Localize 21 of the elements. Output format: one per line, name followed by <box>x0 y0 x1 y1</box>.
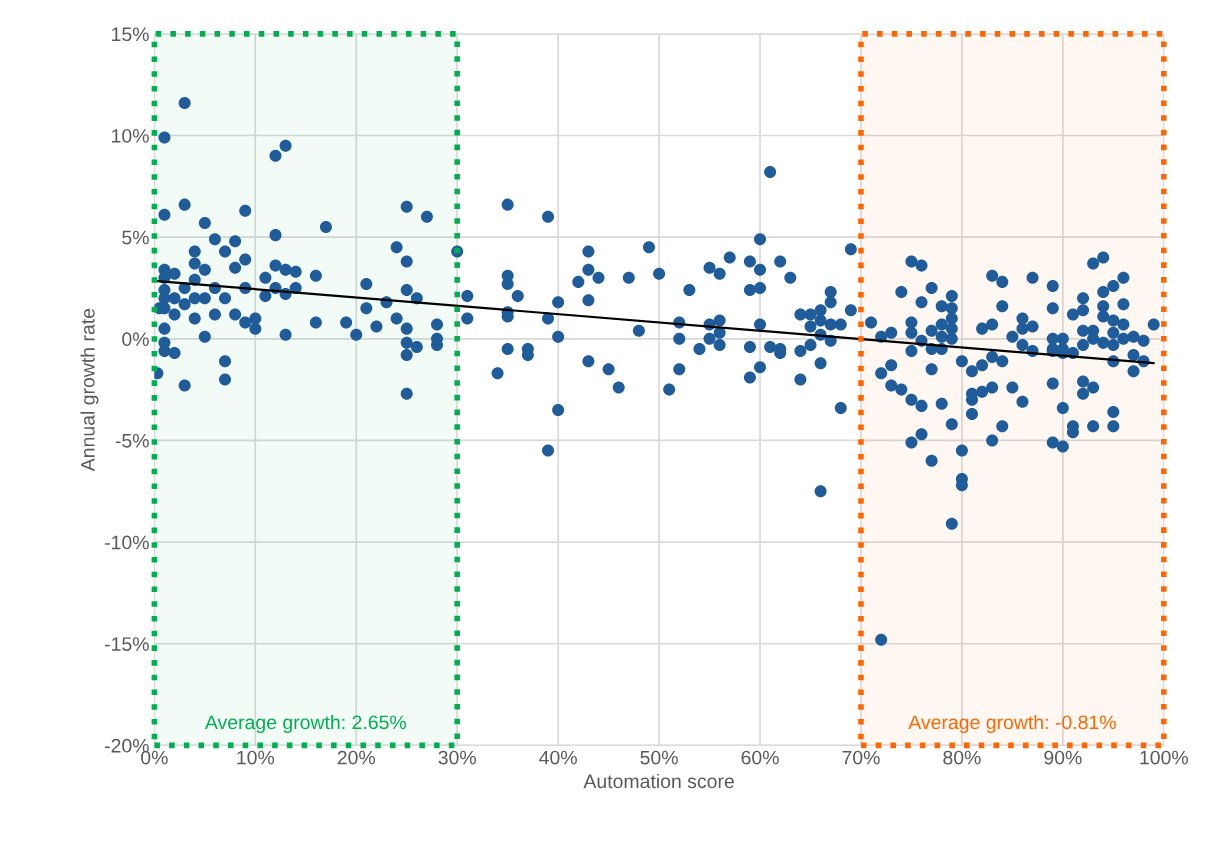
y-tick-label: 5% <box>122 230 149 245</box>
x-tick-label: 70% <box>842 750 880 765</box>
x-tick-label: 90% <box>1044 750 1082 765</box>
y-axis-title: Annual growth rate <box>80 308 99 472</box>
x-tick-label: 10% <box>237 750 275 765</box>
x-tick-label: 20% <box>337 750 376 765</box>
x-tick-label: 80% <box>943 750 981 765</box>
x-tick-label: 100% <box>1140 750 1188 765</box>
band-label: Average growth: -0.81% <box>908 714 1116 734</box>
y-tick-label: -5% <box>115 433 149 448</box>
y-tick-label: 15% <box>112 27 149 42</box>
x-tick-label: 40% <box>539 750 577 765</box>
y-tick-label: -10% <box>104 535 149 550</box>
x-tick-label: 50% <box>640 750 678 765</box>
y-tick-label: 10% <box>112 128 149 143</box>
y-tick-label: 0% <box>122 332 149 347</box>
x-tick-label: 30% <box>438 750 476 765</box>
band-label: Average growth: 2.65% <box>204 714 406 734</box>
x-axis-title: Automation score <box>583 773 734 789</box>
y-tick-label: -15% <box>104 637 149 651</box>
x-tick-label: 60% <box>741 750 779 765</box>
